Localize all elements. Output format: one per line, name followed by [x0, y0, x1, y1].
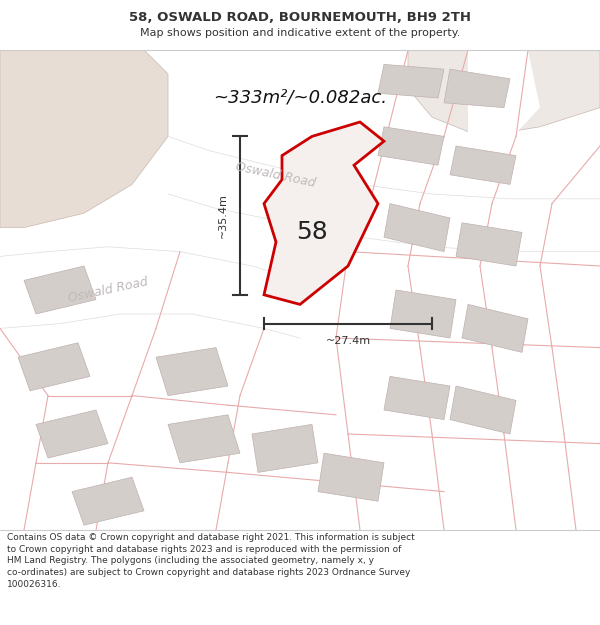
Text: ~27.4m: ~27.4m — [325, 336, 371, 346]
Polygon shape — [444, 69, 510, 108]
Polygon shape — [450, 146, 516, 184]
Polygon shape — [462, 304, 528, 352]
Polygon shape — [384, 376, 450, 419]
Polygon shape — [450, 386, 516, 434]
Polygon shape — [264, 122, 384, 304]
Polygon shape — [252, 424, 318, 472]
Text: Contains OS data © Crown copyright and database right 2021. This information is : Contains OS data © Crown copyright and d… — [7, 533, 415, 589]
Text: 58, OSWALD ROAD, BOURNEMOUTH, BH9 2TH: 58, OSWALD ROAD, BOURNEMOUTH, BH9 2TH — [129, 11, 471, 24]
Polygon shape — [0, 50, 168, 227]
Polygon shape — [156, 348, 228, 396]
Polygon shape — [378, 127, 444, 165]
Text: Map shows position and indicative extent of the property.: Map shows position and indicative extent… — [140, 28, 460, 38]
Text: ~35.4m: ~35.4m — [218, 193, 228, 238]
Polygon shape — [408, 50, 600, 136]
Text: ~333m²/~0.082ac.: ~333m²/~0.082ac. — [213, 89, 387, 107]
Polygon shape — [0, 247, 300, 338]
Polygon shape — [240, 50, 372, 194]
Polygon shape — [390, 290, 456, 338]
Polygon shape — [468, 50, 540, 146]
Text: Oswald Road: Oswald Road — [67, 275, 149, 305]
Polygon shape — [384, 204, 450, 252]
Polygon shape — [18, 342, 90, 391]
Text: 58: 58 — [296, 221, 328, 244]
Polygon shape — [318, 453, 384, 501]
Text: Oswald Road: Oswald Road — [235, 160, 317, 189]
Polygon shape — [72, 478, 144, 525]
Polygon shape — [24, 266, 96, 314]
Polygon shape — [36, 410, 108, 458]
Polygon shape — [456, 222, 522, 266]
Polygon shape — [168, 415, 240, 462]
Polygon shape — [168, 136, 600, 252]
Polygon shape — [378, 64, 444, 98]
